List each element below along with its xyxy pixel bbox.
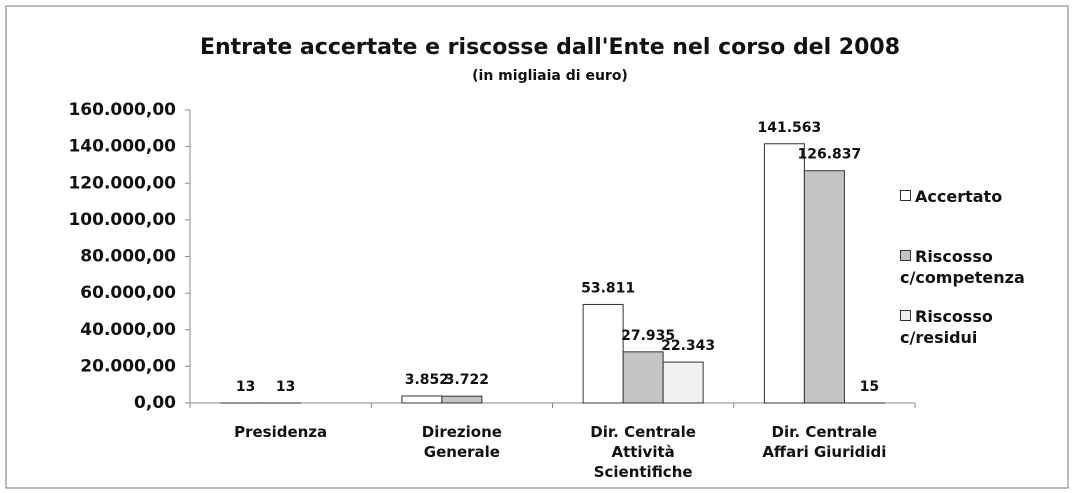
data-label: 13 [276, 379, 295, 395]
data-label: 27.935 [621, 328, 675, 344]
frame [5, 5, 1069, 489]
x-tick-label: Presidenza [234, 423, 328, 441]
legend-swatch [900, 250, 911, 261]
chart-subtitle: (in migliaia di euro) [472, 68, 628, 84]
legend-swatch [900, 310, 911, 321]
data-label: 3.852 [405, 372, 449, 388]
y-tick-label: 20.000,00 [80, 356, 176, 376]
y-tick-label: 0,00 [134, 393, 176, 413]
y-tick-label: 80.000,00 [80, 247, 176, 267]
data-label: 3.722 [445, 372, 489, 388]
data-label: 15 [860, 379, 879, 395]
y-tick-label: 60.000,00 [80, 283, 176, 303]
y-tick-label: 100.000,00 [68, 210, 176, 230]
bar [662, 361, 704, 404]
legend-label: Riscosso c/residui [900, 307, 993, 347]
legend-label: Accertato [915, 187, 1003, 206]
bar [582, 303, 624, 404]
data-label: 13 [236, 379, 255, 395]
data-label: 141.563 [757, 120, 821, 136]
data-label: 126.837 [797, 147, 861, 163]
y-tick-label: 120.000,00 [68, 173, 176, 193]
y-tick-label: 160.000,00 [68, 100, 176, 120]
bar [763, 143, 805, 404]
x-tick-label: Dir. Centrale Affari Giurididi [762, 423, 887, 461]
y-tick-label: 140.000,00 [68, 137, 176, 157]
bar [622, 351, 664, 404]
data-label: 22.343 [661, 338, 715, 354]
legend-entry: Riscosso c/competenza [900, 246, 1065, 288]
bar [401, 395, 443, 404]
legend-label: Riscosso c/competenza [900, 247, 1025, 287]
legend-entry: Accertato [900, 186, 1065, 207]
bar [803, 170, 845, 404]
y-tick-label: 40.000,00 [80, 320, 176, 340]
data-label: 53.811 [581, 280, 635, 296]
x-tick-label: Direzione Generale [421, 423, 502, 461]
bar [441, 395, 483, 404]
legend-swatch [900, 190, 911, 201]
x-tick-label: Dir. Centrale Attività Scientifiche [590, 423, 696, 481]
legend-entry: Riscosso c/residui [900, 306, 1065, 348]
chart-title: Entrate accertate e riscosse dall'Ente n… [200, 35, 900, 60]
